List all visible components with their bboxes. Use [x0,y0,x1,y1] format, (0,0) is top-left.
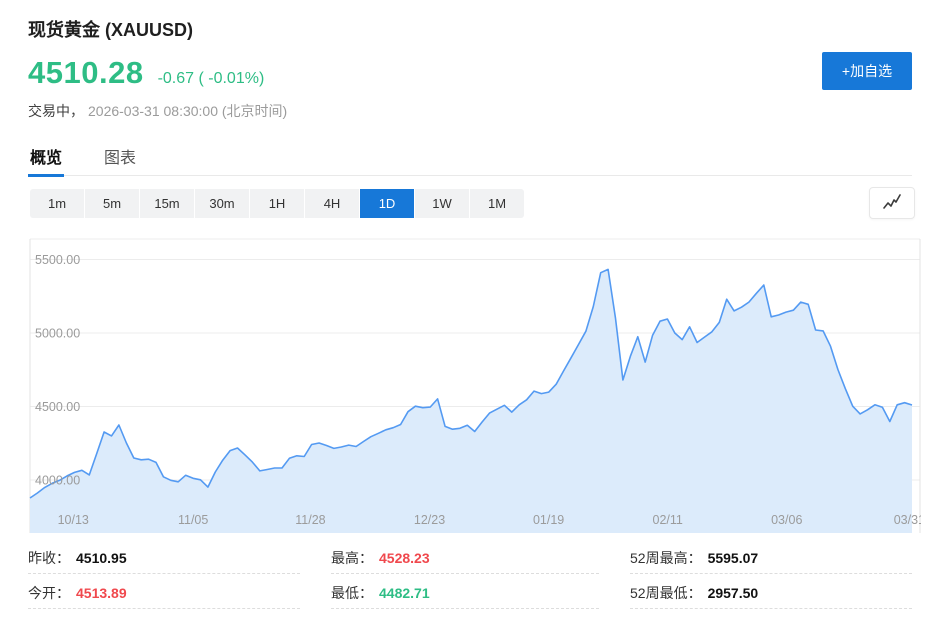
stat-week52-low: 52周最低： 2957.50 [630,578,912,609]
price-chart-canvas: 5500.00 5000.00 4500.00 4000.00 10/13 11/05 11… [29,238,925,533]
stat-week52-high: 52周最高： 5595.07 [630,543,912,574]
stat-value: 5595.07 [707,550,759,566]
stat-value: 4510.95 [76,550,127,566]
stat-low: 最低： 4482.71 [331,578,599,609]
x-axis-label: 02/11 [653,513,683,527]
stat-label: 52周最低： [630,585,702,601]
x-axis-label: 11/28 [295,513,325,527]
y-axis-label: 5000.00 [35,326,80,340]
stat-high: 最高： 4528.23 [331,543,599,574]
stat-prev-close: 昨收： 4510.95 [28,543,300,574]
timeframe-30m[interactable]: 30m [195,189,249,218]
trading-status: 交易中， [28,103,84,119]
price-line [29,268,913,499]
timeframe-1h[interactable]: 1H [250,189,304,218]
x-axis-label: 03/31 [894,513,925,527]
timeframe-selector: 1m 5m 15m 30m 1H 4H 1D 1W 1M [30,189,524,218]
timeframe-15m[interactable]: 15m [140,189,194,218]
price-chart[interactable]: 5500.00 5000.00 4500.00 4000.00 10/13 11/05 11… [0,233,932,538]
x-axis-label: 03/06 [771,513,802,527]
tab-overview[interactable]: 概览 [28,140,65,177]
price-area [30,269,912,533]
price-change: -0.67 ( -0.01%) [157,70,265,87]
timeframe-4h[interactable]: 4H [305,189,359,218]
x-axis-label: 10/13 [58,513,89,527]
y-axis-label: 5500.00 [35,253,80,267]
timeframe-1m[interactable]: 1m [30,189,84,218]
stat-label: 最低： [331,585,373,601]
stat-open: 今开： 4513.89 [28,578,300,609]
timeframe-1d[interactable]: 1D [360,189,414,218]
current-price: 4510.28 [28,55,144,90]
page-title: 现货黄金 (XAUUSD) [28,20,193,40]
line-chart-icon [883,194,901,209]
stat-label: 52周最高： [630,550,702,566]
x-axis-label: 12/23 [414,513,445,527]
y-axis-label: 4500.00 [35,400,80,414]
price-row: 4510.28 -0.67 ( -0.01%) [28,55,264,91]
add-watchlist-button[interactable]: +加自选 [822,52,912,90]
stat-value: 2957.50 [707,585,759,601]
stat-label: 昨收： [28,550,70,566]
chart-type-button[interactable] [869,187,915,219]
status-row: 交易中， 2026-03-31 08:30:00 (北京时间) [28,101,287,121]
stat-value: 4528.23 [379,550,430,566]
timeframe-1w[interactable]: 1W [415,189,469,218]
timeframe-1m[interactable]: 1M [470,189,524,218]
stat-value: 4513.89 [76,585,127,601]
quote-stats: 昨收： 4510.95 最高： 4528.23 52周最高： 5595.07 今开： 4513… [28,543,912,609]
stat-label: 最高： [331,550,373,566]
quote-timestamp: 2026-03-31 08:30:00 (北京时间) [88,103,288,119]
x-axis-label: 11/05 [178,513,208,527]
tab-bar: 概览 图表 [28,140,912,177]
tab-chart[interactable]: 图表 [104,150,137,167]
y-axis-label: 4000.00 [35,474,80,488]
stat-label: 今开： [28,585,70,601]
timeframe-5m[interactable]: 5m [85,189,139,218]
stat-value: 4482.71 [379,585,430,601]
x-axis-label: 01/19 [533,513,564,527]
